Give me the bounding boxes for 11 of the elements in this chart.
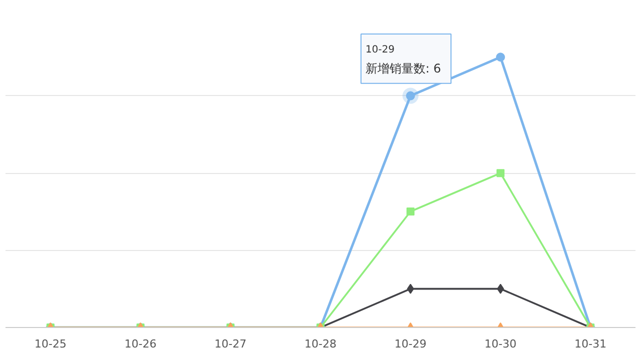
x-tick-label: 10-31 [574,338,606,350]
x-tick-label: 10-28 [304,338,336,350]
x-tick-label: 10-30 [484,338,516,350]
x-tick-label: 10-29 [394,338,426,350]
text: 10-29 [366,44,395,56]
x-tick-label: 10-25 [34,338,66,350]
point [496,169,504,178]
point [406,208,414,216]
x-tick-label: 10-26 [124,338,156,350]
annotation: 新增销量数: 6 [366,62,441,76]
x-tick-label: 10-27 [214,338,246,350]
